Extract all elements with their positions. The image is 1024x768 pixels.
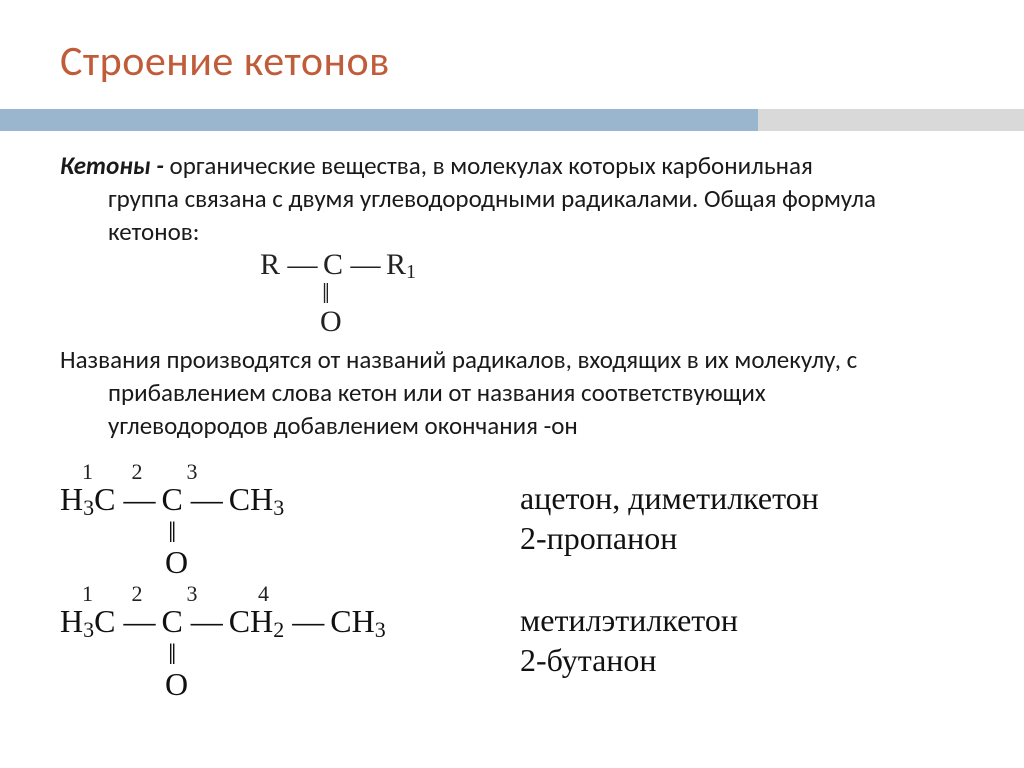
ex1-name-1: ацетон, диметилкетон — [520, 478, 819, 518]
gf-oxygen: O — [320, 307, 984, 337]
c2-C1: C — [94, 603, 115, 639]
c2-dbl: ‖ — [168, 641, 460, 668]
examples-block: 1 2 3 H3C — C — CH3 ‖ O ацетон, диметилк… — [60, 460, 984, 702]
example-formula-2: 1 2 3 4 H3C — C — CH2 — CH3 ‖ O — [60, 582, 460, 702]
c1-3a: 3 — [83, 495, 94, 520]
gf-C: C — [323, 248, 343, 281]
c1-dbl: ‖ — [168, 519, 460, 546]
pos-1: 1 — [82, 459, 93, 484]
gf-bond1: — — [288, 248, 316, 281]
c2-CH3: CH — [330, 603, 374, 639]
p2-1: 1 — [82, 581, 93, 606]
c2-3b: 3 — [375, 617, 386, 642]
title-divider — [0, 109, 1024, 131]
definition-term: Кетоны - — [60, 150, 164, 181]
naming-line-2: прибавлением слова кетон или от названия… — [60, 376, 984, 409]
c1-CH: CH — [229, 481, 273, 517]
general-formula: R — C — R1 ‖ O — [260, 250, 984, 337]
gf-double-bond: ‖ — [322, 282, 984, 307]
gf-R1-sub: 1 — [406, 261, 416, 283]
definition-text-3: кетонов: — [108, 215, 199, 248]
c2-b2: — — [191, 603, 221, 639]
gf-R1: R — [386, 248, 406, 281]
c1-C1: C — [94, 481, 115, 517]
c2-3a: 3 — [83, 617, 94, 642]
ex2-name-2: 2-бутанон — [520, 640, 738, 680]
slide-title: Строение кетонов — [60, 36, 1024, 87]
example-row: 1 2 3 H3C — C — CH3 ‖ O ацетон, диметилк… — [60, 460, 984, 580]
c1-H: H — [60, 481, 83, 517]
c2-b3: — — [292, 603, 322, 639]
c2-C2: C — [161, 603, 182, 639]
definition-text-1: органические вещества, в молекулах котор… — [164, 150, 813, 181]
c2-b1: — — [123, 603, 153, 639]
definition-paragraph: Кетоны - органические вещества, в молеку… — [60, 149, 984, 248]
c2-H: H — [60, 603, 83, 639]
c1-3b: 3 — [273, 495, 284, 520]
ex1-name-2: 2-пропанон — [520, 518, 819, 558]
divider-blue-segment — [0, 109, 758, 131]
gf-bond2: — — [351, 248, 379, 281]
naming-line-3: углеводородов добавлением окончания -он — [60, 409, 984, 442]
example-names-1: ацетон, диметилкетон 2-пропанон — [520, 460, 819, 558]
c2-O: O — [165, 668, 460, 702]
naming-line-1: Названия производятся от названий радика… — [60, 343, 984, 376]
c1-b1: — — [123, 481, 153, 517]
example-formula-1: 1 2 3 H3C — C — CH3 ‖ O — [60, 460, 460, 580]
c2-2a: 2 — [273, 617, 284, 642]
c2-CH2: CH — [229, 603, 273, 639]
gf-R: R — [260, 248, 280, 281]
definition-text-2: группа связана с двумя углеводородными р… — [60, 182, 984, 215]
c1-C2: C — [161, 481, 182, 517]
ex2-name-1: метилэтилкетон — [520, 600, 738, 640]
c1-O: O — [165, 546, 460, 580]
divider-gray-segment — [758, 109, 1024, 131]
c1-b2: — — [191, 481, 221, 517]
example-row: 1 2 3 4 H3C — C — CH2 — CH3 ‖ O метилэти… — [60, 582, 984, 702]
naming-paragraph: Названия производятся от названий радика… — [60, 343, 984, 442]
example-names-2: метилэтилкетон 2-бутанон — [520, 582, 738, 680]
